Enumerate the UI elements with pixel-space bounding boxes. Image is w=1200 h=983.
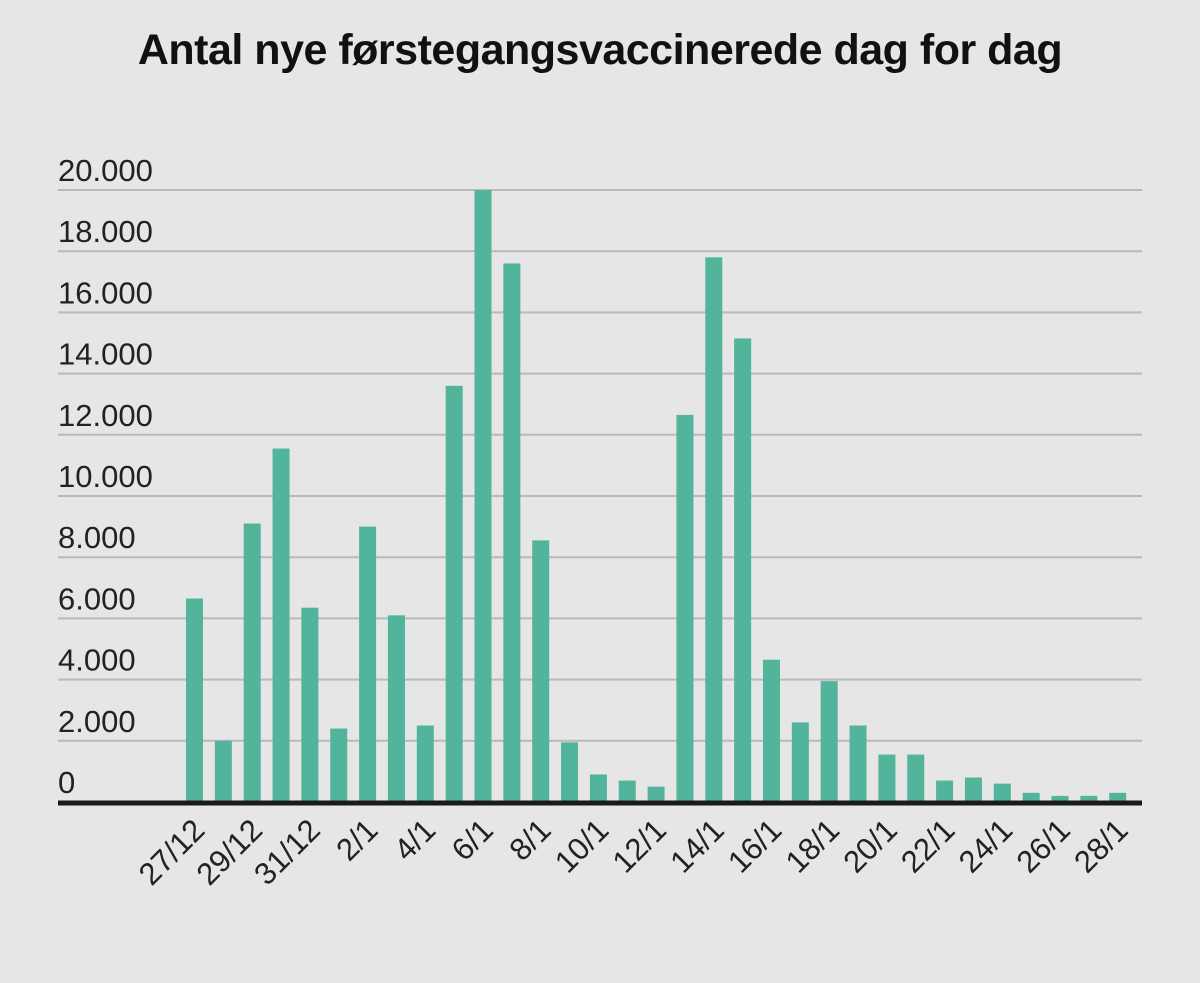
bar-12-1	[647, 786, 665, 802]
x-tick-label: 10/1	[548, 812, 615, 879]
x-tick-label: 6/1	[445, 812, 500, 867]
bar-27-1	[1080, 795, 1098, 802]
bar-6-1	[474, 190, 492, 802]
bar-2-1	[359, 526, 377, 802]
x-tick-label: 18/1	[779, 812, 846, 879]
bar-29-12	[243, 523, 261, 802]
y-axis-ticks: 0 2.000 4.000 6.000 8.000 10.000 12.000 14.000 1…	[58, 153, 153, 800]
bar-5-1	[445, 385, 463, 802]
bar-10-1	[589, 774, 607, 802]
bar-19-1	[849, 725, 867, 802]
y-tick-label: 14.000	[58, 337, 153, 372]
x-tick-label: 31/12	[247, 812, 327, 892]
x-tick-label: 8/1	[502, 812, 557, 867]
bar-4-1	[416, 725, 434, 802]
y-tick-label: 4.000	[58, 643, 136, 678]
y-tick-label: 6.000	[58, 581, 136, 616]
y-tick-label: 8.000	[58, 520, 136, 555]
y-tick-label: 0	[58, 765, 75, 800]
x-tick-label: 26/1	[1010, 812, 1077, 879]
bar-22-1	[936, 780, 954, 802]
bar-21-1	[907, 754, 925, 802]
bar-24-1	[993, 783, 1011, 802]
x-tick-label: 2/1	[329, 812, 384, 867]
x-tick-label: 28/1	[1067, 812, 1134, 879]
bar-27-12	[186, 598, 203, 802]
x-tick-label: 29/12	[190, 812, 270, 892]
bar-18-1	[820, 681, 838, 802]
bar-28-1	[1109, 792, 1127, 802]
chart-title: Antal nye førstegangsvaccinerede dag for…	[137, 26, 1063, 74]
y-tick-label: 16.000	[58, 275, 153, 310]
bar-31-12	[301, 607, 319, 802]
bar-11-1	[618, 780, 636, 802]
bar-7-1	[503, 263, 521, 802]
x-tick-label: 4/1	[387, 812, 442, 867]
bar-9-1	[561, 742, 579, 802]
y-tick-label: 12.000	[58, 398, 153, 433]
gridlines	[58, 189, 1142, 742]
bar-13-1	[676, 414, 694, 802]
bar-15-1	[734, 338, 752, 802]
bar-16-1	[763, 659, 780, 802]
bar-20-1	[878, 754, 896, 802]
y-tick-label: 2.000	[58, 704, 136, 739]
y-tick-label: 10.000	[58, 459, 153, 494]
bar-14-1	[705, 257, 723, 802]
bar-28-12	[214, 740, 232, 802]
bar-17-1	[791, 722, 809, 802]
bar-30-12	[272, 448, 290, 802]
bars	[186, 190, 1127, 802]
bar-23-1	[964, 777, 982, 802]
x-tick-label: 16/1	[721, 812, 788, 879]
bar-25-1	[1022, 792, 1040, 802]
y-tick-label: 20.000	[58, 153, 153, 188]
x-tick-label: 20/1	[836, 812, 903, 879]
x-tick-label: 27/12	[132, 812, 212, 892]
x-tick-label: 22/1	[894, 812, 961, 879]
x-tick-label: 12/1	[606, 812, 673, 879]
bar-8-1	[532, 540, 550, 802]
y-tick-label: 18.000	[58, 214, 153, 249]
bar-26-1	[1051, 795, 1069, 802]
x-tick-label: 24/1	[952, 812, 1019, 879]
bar-3-1	[387, 615, 405, 802]
x-tick-label: 14/1	[663, 812, 730, 879]
bar-1-1	[330, 728, 348, 802]
